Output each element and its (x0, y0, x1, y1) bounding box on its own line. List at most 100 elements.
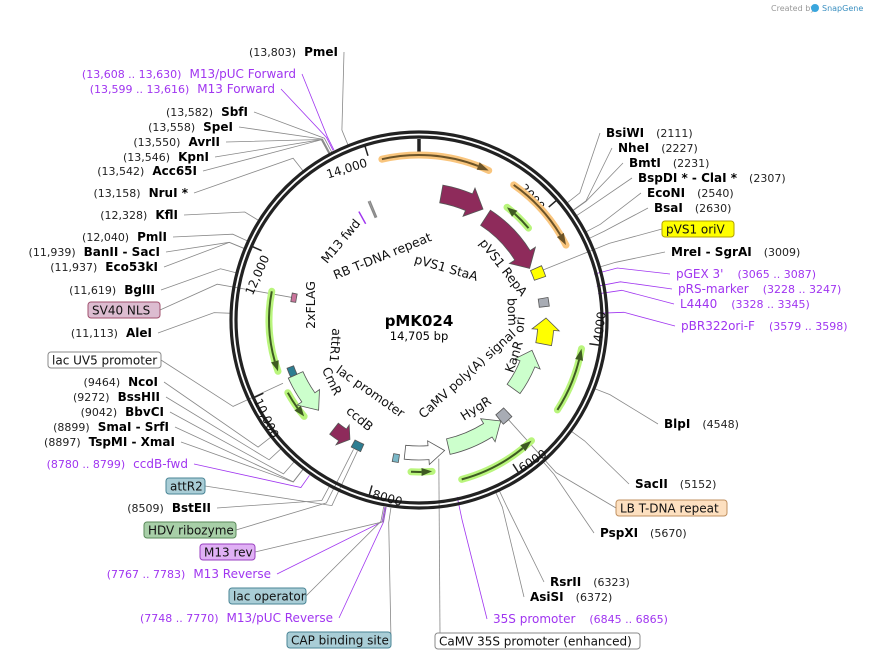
feature-callout-label: pVS1 oriV (666, 223, 726, 237)
primer-site: 35S promoter (6845 .. 6865) (493, 612, 668, 626)
enzyme-label: PspXI (5670) (600, 526, 687, 540)
enzyme-name: BspDI * - ClaI * (638, 171, 738, 185)
enzyme-name: BglII (124, 283, 155, 297)
enzyme-site-ncoi: (9464) NcoI (84, 375, 158, 389)
enzyme-name: NheI (618, 141, 649, 155)
primer-label: pRS-marker (3228 .. 3247) (678, 282, 841, 296)
enzyme-label: (13,542) Acc65I (97, 164, 197, 178)
leader-line (193, 463, 310, 488)
enzyme-position: (9042) (81, 406, 118, 419)
leader-line (202, 139, 331, 172)
orf-arrowhead-icon (294, 405, 305, 417)
feature-kanr (506, 349, 541, 395)
feature-callout-label: HDV ribozyme (148, 524, 234, 538)
leader-line (438, 458, 441, 634)
feature-callout-pvs1-oriv: pVS1 oriV (661, 220, 735, 238)
enzyme-name: BsaI (654, 201, 683, 215)
primer-site: (7748 .. 7770) M13/pUC Reverse (140, 611, 333, 625)
enzyme-label: BspDI * - ClaI * (2307) (638, 171, 786, 185)
enzyme-name: BssHII (118, 390, 160, 404)
leader-line (238, 126, 332, 156)
enzyme-position: (8899) (53, 421, 90, 434)
enzyme-position: (2630) (695, 202, 732, 215)
orf-line (556, 359, 581, 411)
feature-camv-35s-promoter-enhanced- (403, 440, 446, 466)
feature-callout-label: SV40 NLS (92, 304, 150, 318)
primer-name: M13/pUC Reverse (227, 611, 334, 625)
leader-line (157, 312, 233, 334)
enzyme-name: EcoNI (647, 186, 685, 200)
leader-line (494, 490, 525, 598)
enzyme-position: (13,550) (133, 136, 180, 149)
enzyme-position: (13,158) (94, 187, 141, 200)
feature-callout-m13-rev: M13 rev (199, 543, 256, 561)
leader-line (569, 429, 630, 485)
leader-line (587, 207, 649, 240)
enzyme-label: (12,040) PmlI (82, 230, 167, 244)
enzyme-position: (12,328) (100, 209, 147, 222)
enzyme-position: (2111) (656, 127, 693, 140)
primer-name: M13 Reverse (193, 567, 271, 581)
enzyme-name: AleI (126, 326, 152, 340)
primer-name: M13 Forward (197, 82, 275, 96)
leader-line (508, 419, 617, 509)
feature-callout-label: LB T-DNA repeat (620, 502, 719, 516)
feature-callout-lac-uv5-promoter: lac UV5 promoter (47, 351, 162, 369)
primer-range: (13,599 .. 13,616) (90, 83, 190, 96)
enzyme-label: (13,558) SpeI (148, 120, 233, 134)
leader-line (165, 396, 283, 461)
primer-label: (13,599 .. 13,616) M13 Forward (90, 82, 275, 96)
leader-line (338, 507, 387, 619)
enzyme-label: MreI - SgrAI (3009) (671, 245, 800, 259)
enzyme-name: BanII - SacI (84, 245, 160, 259)
feature-callout-label: CaMV 35S promoter (enhanced) (439, 635, 632, 649)
feature-callout-box (165, 477, 206, 495)
enzyme-label: (13,158) NruI * (94, 186, 189, 200)
enzyme-label: (11,937) Eco53kI (50, 260, 158, 274)
primer-range: (3579 .. 3598) (769, 320, 848, 333)
snapgene-logo-icon (811, 4, 819, 12)
leader-line (276, 506, 386, 575)
tick-label: 10,000 (251, 396, 282, 440)
enzyme-position: (8897) (44, 436, 81, 449)
feature-callout-label: lac operator (233, 590, 306, 604)
feature-ccdb (350, 439, 365, 453)
leader-line (598, 289, 675, 305)
enzyme-position: (9464) (84, 376, 121, 389)
watermark-prefix: Created by (771, 4, 815, 13)
enzyme-site-avrii: (13,550) AvrII (133, 135, 220, 149)
primer-name: pGEX 3' (676, 267, 723, 281)
enzyme-site-sbfi: (13,582) SbfI (166, 105, 248, 119)
tick-mark (548, 199, 557, 208)
enzyme-label: BsaI (2630) (654, 201, 731, 215)
enzyme-name: BmtI (629, 156, 661, 170)
tick-label: 4000 (591, 311, 609, 343)
orf-line (268, 291, 276, 362)
enzyme-label: (11,619) BglII (69, 283, 155, 297)
enzyme-position: (13,546) (123, 151, 170, 164)
enzyme-site-bsiwi: BsiWI (2111) (606, 126, 693, 140)
orf-arrowhead-icon (507, 207, 518, 217)
feature-callout-label: CAP binding site (291, 634, 389, 648)
leader-line (254, 507, 387, 553)
plasmid-length: 14,705 bp (390, 329, 449, 343)
feature-callout-label: M13 rev (204, 546, 253, 560)
feature-callout-attr2: attR2 (165, 477, 206, 495)
enzyme-position: (11,937) (50, 261, 97, 274)
enzyme-position: (8509) (127, 502, 164, 515)
orf-line (461, 447, 524, 481)
enzyme-label: BmtI (2231) (629, 156, 709, 170)
primer-range: (7748 .. 7770) (140, 612, 219, 625)
orf-highlight (378, 151, 493, 174)
enzyme-name: SacII (635, 477, 668, 491)
enzyme-site-sacii: SacII (5152) (635, 477, 716, 491)
enzyme-label: (12,328) KflI (100, 208, 178, 222)
feature-pvs1-repa (480, 209, 537, 269)
enzyme-name: BsiWI (606, 126, 644, 140)
enzyme-site-nhei: NheI (2227) (618, 141, 698, 155)
enzyme-label: SacII (5152) (635, 477, 716, 491)
leader-line (160, 359, 284, 407)
enzyme-name: NruI * (149, 186, 189, 200)
feature-label: ori (511, 316, 527, 334)
